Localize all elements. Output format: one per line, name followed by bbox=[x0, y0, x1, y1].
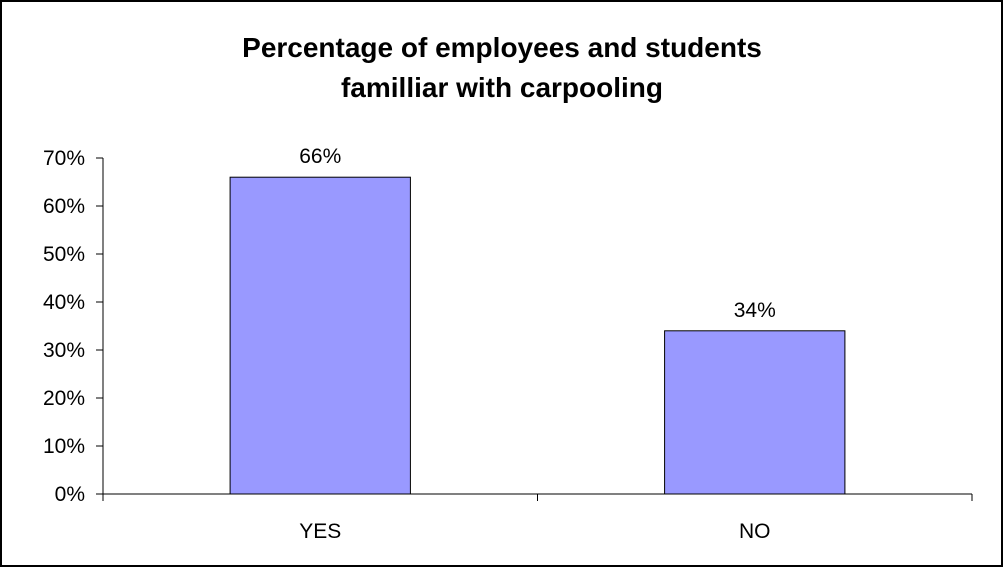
plot-area: 0% 10% 20% 30% 40% 50% 60% 70% 66% YES 34% NO bbox=[43, 145, 973, 543]
y-tick-label: 70% bbox=[43, 147, 85, 170]
bar-no bbox=[664, 330, 846, 495]
y-tick-label: 60% bbox=[43, 195, 85, 218]
data-label-yes: 66% bbox=[299, 145, 341, 168]
y-tick-label: 20% bbox=[43, 387, 85, 410]
chart-title-line-2: familliar with carpooling bbox=[341, 72, 663, 103]
y-tick-label: 40% bbox=[43, 291, 85, 314]
x-category-label-yes: YES bbox=[299, 520, 341, 543]
y-tick-label: 30% bbox=[43, 339, 85, 362]
y-tick-label: 10% bbox=[43, 435, 85, 458]
x-category-label-no: NO bbox=[739, 520, 771, 543]
y-tick-label: 50% bbox=[43, 243, 85, 266]
data-label-no: 34% bbox=[734, 299, 776, 322]
chart-title-line-1: Percentage of employees and students bbox=[242, 32, 762, 63]
y-tick-label: 0% bbox=[55, 483, 85, 506]
bar-yes bbox=[229, 176, 411, 495]
